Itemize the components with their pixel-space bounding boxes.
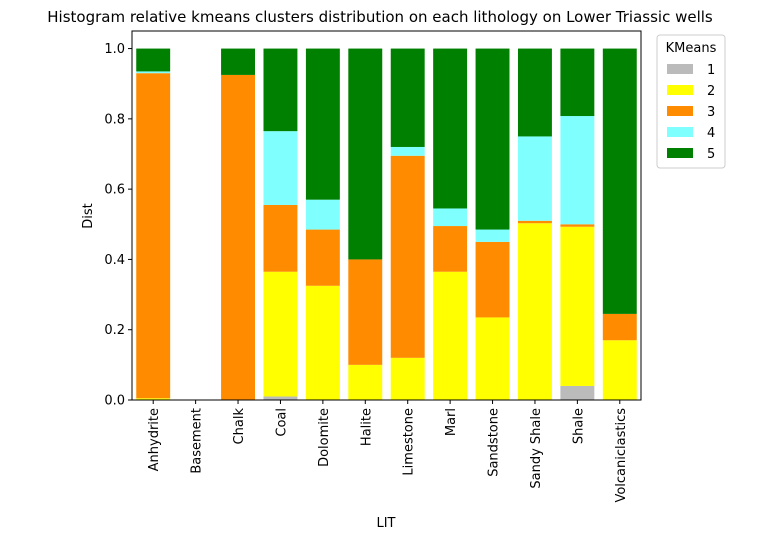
bar-segment (263, 271, 298, 397)
legend-label: 3 (707, 105, 715, 120)
x-tick-label: Volcaniclastics (614, 408, 629, 503)
bar-segment (136, 398, 171, 400)
bar-segment (602, 313, 637, 341)
bar-segment (560, 226, 595, 386)
bar-segment (348, 364, 383, 400)
bar-segment (390, 48, 425, 147)
bar-segment (263, 131, 298, 205)
legend-swatch (667, 127, 693, 137)
bar-segment (136, 71, 171, 74)
bar-segment (263, 48, 298, 132)
y-tick-label: 0.2 (104, 323, 125, 338)
legend-title: KMeans (666, 41, 717, 56)
legend-label: 2 (707, 84, 715, 99)
legend-swatch (667, 64, 693, 74)
y-tick-label: 1.0 (104, 42, 125, 57)
bar-segment (433, 48, 468, 209)
bar-segment (263, 396, 298, 400)
x-tick-label: Dolomite (317, 408, 332, 467)
x-tick-label: Limestone (402, 408, 417, 476)
bar-segment (602, 48, 637, 314)
x-tick-label: Shale (571, 408, 586, 444)
bar-segment (390, 357, 425, 400)
bar-segment (560, 48, 595, 117)
y-tick-label: 0.4 (104, 253, 125, 268)
legend-swatch (667, 85, 693, 95)
bar-segment (305, 48, 340, 200)
x-tick-label: Anhydrite (147, 408, 162, 471)
plot-area: Anhydrite Basement Chalk Coal Dolomite Halite… (104, 42, 637, 503)
x-tick-label: Coal (274, 408, 289, 437)
bar-segment (475, 317, 510, 400)
bar-segment (221, 74, 255, 401)
bar-segment (221, 48, 255, 75)
bar-segment (305, 229, 340, 286)
bar-segment (433, 271, 468, 400)
x-tick-label: Chalk (232, 408, 247, 445)
bar-segment (390, 146, 425, 156)
bar-segment (475, 241, 510, 318)
bar-segment (475, 229, 510, 242)
legend-swatch (667, 148, 693, 158)
bar-segment (560, 224, 595, 227)
bar-segment (433, 208, 468, 227)
x-tick-label: Marl (444, 408, 459, 436)
bar-segment (475, 48, 510, 230)
bar-segment (390, 155, 425, 358)
bar-segment (517, 223, 552, 400)
x-tick-label: Sandy Shale (529, 408, 544, 489)
bar-segment (136, 73, 171, 399)
x-tick-label: Basement (190, 408, 205, 474)
bar-segment (560, 385, 595, 400)
legend-swatch (667, 106, 693, 116)
bar-segment (305, 199, 340, 230)
x-axis-label: LIT (376, 516, 395, 531)
legend: KMeans 1 2 3 4 5 (656, 34, 726, 169)
x-tick-label: Halite (359, 408, 374, 446)
bar-segment (433, 226, 468, 272)
bar-segment (263, 204, 298, 272)
bar-segment (305, 285, 340, 400)
bar-segment (136, 48, 171, 72)
bar-segment (517, 48, 552, 137)
legend-label: 5 (707, 147, 715, 162)
legend-label: 1 (707, 63, 715, 78)
x-tick-label: Sandstone (487, 408, 502, 477)
bar-segment (348, 259, 383, 365)
bar-segment (602, 340, 637, 400)
chart-title: Histogram relative kmeans clusters distr… (47, 8, 713, 26)
y-tick-label: 0.0 (104, 394, 125, 409)
legend-label: 4 (707, 126, 715, 141)
bar-segment (517, 136, 552, 221)
legend-items: 1 2 3 4 5 (667, 63, 715, 162)
y-axis-label: Dist (81, 203, 96, 229)
bar-segment (517, 220, 552, 224)
bar-segment (560, 116, 595, 225)
plot-frame (131, 30, 642, 401)
y-tick-label: 0.8 (104, 112, 125, 127)
y-tick-label: 0.6 (104, 183, 125, 198)
bar-segment (348, 48, 383, 260)
